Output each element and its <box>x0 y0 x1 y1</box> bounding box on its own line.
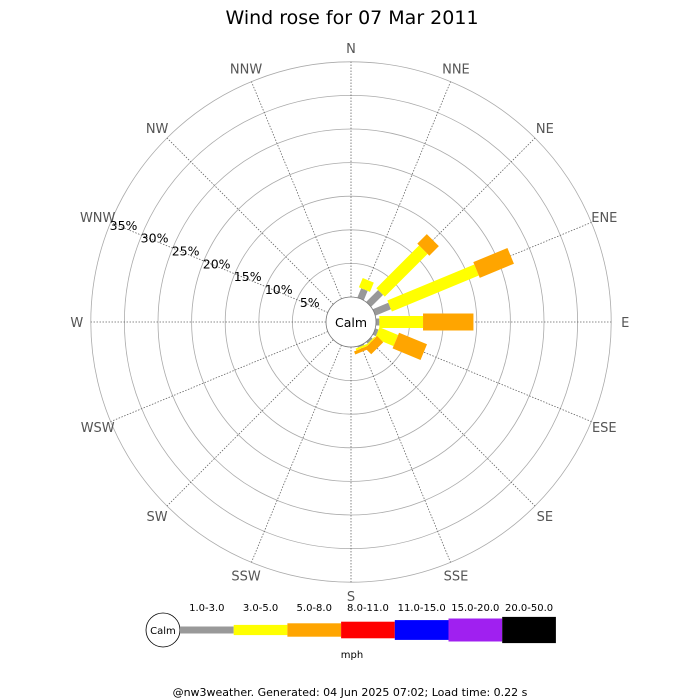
direction-label: NNW <box>230 63 262 78</box>
legend-label-4: 8.0-11.0 <box>347 603 389 614</box>
direction-label: ESE <box>592 421 617 436</box>
speed-legend: Calm 1.0-3.0 3.0-5.0 5.0-8.0 8.0-11.0 11.0-1… <box>145 603 556 661</box>
wind-bar-nne-bin2 <box>358 277 374 292</box>
direction-label: SSE <box>444 569 469 584</box>
wind-bar-ese-bin1 <box>372 328 379 337</box>
radial-tick-label: 20% <box>203 256 231 271</box>
wind-bar-ene-bin1 <box>372 302 391 316</box>
direction-spoke <box>360 81 451 300</box>
radial-tick-label: 15% <box>234 269 262 284</box>
wind-bar-ese-bin2 <box>374 327 399 347</box>
direction-label: WSW <box>81 421 115 436</box>
wind-bar-e-bin2 <box>379 316 424 328</box>
legend-swatch-6 <box>448 618 503 642</box>
wind-bar-e-bin3 <box>423 313 474 331</box>
chart-title: Wind rose for 07 Mar 2011 <box>225 7 478 29</box>
wind-bar-nne-bin1 <box>357 288 368 301</box>
direction-spoke <box>368 339 536 507</box>
legend-label-2: 3.0-5.0 <box>243 603 278 614</box>
wind-bar-sse-bin2 <box>355 344 368 351</box>
direction-label: NNE <box>442 63 470 78</box>
direction-spoke <box>110 222 329 313</box>
direction-label: W <box>70 316 83 331</box>
calm-circle <box>325 296 377 348</box>
calm-label: Calm <box>335 315 367 330</box>
direction-label: SSW <box>231 569 261 584</box>
legend-calm-label: Calm <box>150 626 176 637</box>
direction-label: WNW <box>80 211 116 226</box>
radial-tick-label: 5% <box>300 295 320 310</box>
wind-bar-se-bin3 <box>365 336 384 355</box>
radial-tick-label: 35% <box>110 218 138 233</box>
legend-items: 1.0-3.0 3.0-5.0 5.0-8.0 8.0-11.0 11.0-15.0 15… <box>180 603 556 644</box>
legend-swatch-3 <box>287 623 342 637</box>
direction-label: N <box>346 42 356 57</box>
direction-spoke <box>166 137 334 305</box>
direction-spoke <box>166 339 334 507</box>
direction-label: NW <box>146 122 169 137</box>
legend-swatch-7 <box>502 616 556 644</box>
grid-ring <box>224 195 478 449</box>
wind-bar-e-bin1 <box>376 318 380 326</box>
direction-label: NE <box>536 122 554 137</box>
legend-swatch-5 <box>394 620 449 640</box>
direction-label: S <box>347 590 355 605</box>
wind-bar-ne-bin2 <box>376 245 428 297</box>
direction-spoke <box>251 344 342 563</box>
wind-bar-sse-bin1 <box>357 343 365 348</box>
legend-label-7: 20.0-50.0 <box>505 603 553 614</box>
radial-tick-label: 10% <box>265 282 293 297</box>
radial-tick-label: 25% <box>172 243 200 258</box>
legend-swatch-2 <box>233 624 288 636</box>
direction-label: SE <box>537 510 553 525</box>
wind-bar-ene-bin2 <box>387 264 479 312</box>
legend-label-5: 11.0-15.0 <box>398 603 446 614</box>
wind-bar-se-bin2 <box>365 336 376 347</box>
legend-unit: mph <box>341 650 363 661</box>
wind-bar-sse-bin3 <box>353 344 371 355</box>
legend-swatch-4 <box>341 621 395 639</box>
legend-swatch-1 <box>180 626 234 634</box>
radial-tick-labels: 5% 10%15%20%25%30%35% <box>110 218 320 310</box>
legend-label-6: 15.0-20.0 <box>451 603 499 614</box>
direction-labels: N NNE NE ENE E ESE SE SSE S SSW SW WSW W WNW NW NNW <box>70 42 629 605</box>
direction-spoke <box>110 331 329 422</box>
wind-bar-ne-bin3 <box>417 234 439 256</box>
calm-center: Calm <box>325 296 377 348</box>
direction-spoke <box>360 344 451 563</box>
legend-label-1: 1.0-3.0 <box>189 603 224 614</box>
grid-ring <box>191 162 511 482</box>
wind-bar-se-bin1 <box>366 337 373 344</box>
direction-label: ENE <box>591 211 617 226</box>
wind-bars <box>353 234 514 360</box>
footer-text: @nw3weather. Generated: 04 Jun 2025 07:0… <box>173 686 528 699</box>
wind-bar-ese-bin3 <box>392 332 428 360</box>
legend-label-3: 5.0-8.0 <box>297 603 332 614</box>
wind-bar-ene-bin3 <box>473 248 514 278</box>
direction-label: SW <box>147 510 168 525</box>
radial-tick-label: 30% <box>141 231 169 246</box>
direction-label: E <box>621 316 629 331</box>
direction-spoke <box>251 81 342 300</box>
wind-bar-ne-bin1 <box>366 289 384 307</box>
